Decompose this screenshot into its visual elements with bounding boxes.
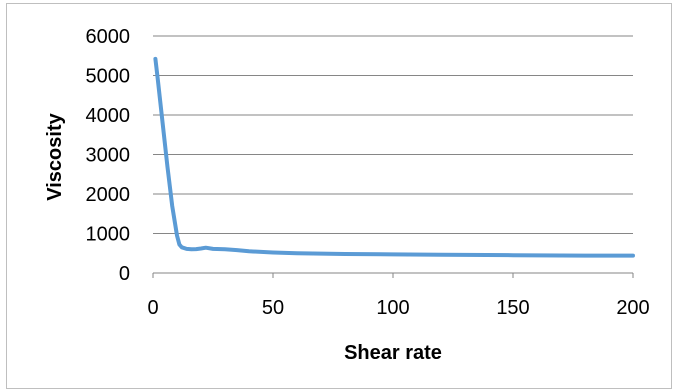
x-tick-label: 200 [616, 297, 649, 319]
y-tick-label: 5000 [86, 66, 131, 88]
grid-lines [153, 35, 633, 234]
x-tick-label: 150 [496, 297, 529, 319]
x-tick-label: 50 [262, 297, 284, 319]
y-tick-label: 2000 [86, 184, 131, 206]
y-tick-label: 1000 [86, 224, 131, 246]
x-axis [152, 272, 634, 278]
y-tick-label: 6000 [86, 26, 131, 48]
y-tick-label: 3000 [86, 145, 131, 167]
x-tick-label: 100 [376, 297, 409, 319]
y-axis-title: Viscosity [44, 112, 66, 200]
y-tick-labels: 0 1000 2000 3000 4000 5000 6000 [86, 26, 131, 285]
y-tick-label: 0 [119, 263, 130, 285]
series-group [153, 56, 635, 258]
x-tick-labels: 0 50 100 150 200 [147, 297, 649, 319]
x-axis-title: Shear rate [344, 342, 442, 364]
viscosity-series-line [153, 56, 635, 258]
x-tick-label: 0 [147, 297, 158, 319]
y-tick-label: 4000 [86, 105, 131, 127]
chart-frame [6, 3, 672, 389]
